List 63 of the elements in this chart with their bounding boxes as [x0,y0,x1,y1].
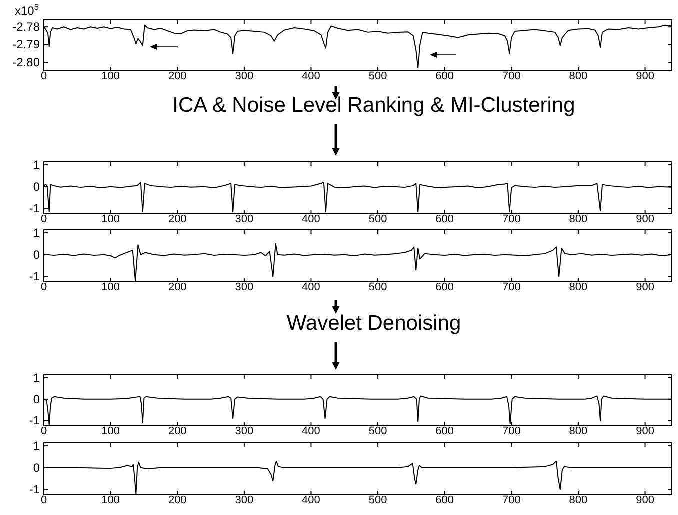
x-tick-label: 400 [302,282,320,294]
x-tick-label: 700 [502,70,521,83]
x-tick-label: 600 [436,214,454,226]
text: x10$^{5}$ [15,2,40,18]
x-tick-label: 100 [102,494,120,507]
x-tick-label: 900 [636,282,654,294]
x-tick-label: 500 [368,426,388,438]
y-tick-label: 0 [33,248,40,262]
x-tick-label: 500 [368,282,388,294]
x-tick-label: 200 [168,426,187,438]
x-tick-label: 200 [168,214,187,226]
x-tick-label: 800 [569,214,588,226]
y-tick-label: 1 [33,438,40,453]
x-tick-label: 100 [102,70,120,83]
y-tick-label: -2.80 [12,55,40,70]
x-tick-label: 500 [368,494,388,507]
x-tick-label: 800 [569,70,588,83]
y-tick-label: 0 [33,460,40,475]
x-tick-label: 900 [636,426,654,438]
x-tick-label: 400 [302,494,320,507]
x-tick-label: 300 [235,214,254,226]
x-tick-label: 300 [235,282,254,294]
y-tick-label: -1 [29,482,40,497]
x-tick-label: 100 [102,214,120,226]
x-tick-label: 600 [436,494,454,507]
x-tick-label: 400 [302,70,320,83]
y-tick-label: -1 [29,414,40,428]
x-tick-label: 500 [368,70,388,83]
x-tick-label: 500 [368,214,388,226]
x-tick-label: 600 [436,70,454,83]
y-tick-label: 0 [33,180,40,194]
x-tick-label: 300 [235,494,254,507]
y-tick-label: -2.79 [12,38,40,52]
y-tick-label: 1 [33,158,40,172]
x-tick-label: 600 [436,282,454,294]
chart-title: ICA & Noise Level Ranking & MI-Clustering [172,94,576,117]
x-tick-label: 900 [636,494,654,507]
y-tick-label: -2.78 [12,20,40,34]
x-tick-label: 400 [302,214,320,226]
y-tick-label: 1 [33,226,40,240]
x-tick-label: 900 [636,70,654,83]
x-tick-label: 800 [569,282,588,294]
x-tick-label: 100 [102,282,120,294]
x-tick-label: 200 [168,282,187,294]
x-tick-label: 400 [302,426,320,438]
y-tick-label: 0 [33,392,40,406]
x-tick-label: 900 [636,214,654,226]
x-tick-label: 700 [502,426,521,438]
x-tick-label: 700 [502,214,521,226]
x-tick-label: 300 [235,70,254,83]
x-tick-label: 300 [235,426,254,438]
x-tick-label: 200 [168,70,187,83]
x-tick-label: 200 [168,494,187,507]
x-tick-label: 700 [502,494,521,507]
y-tick-label: 1 [33,370,40,385]
x-tick-label: 800 [569,494,588,507]
y-tick-label: -1 [29,270,40,284]
x-tick-label: 700 [502,282,521,294]
x-tick-label: 800 [569,426,588,438]
x-tick-label: 100 [102,426,120,438]
x-tick-label: 600 [436,426,454,438]
y-tick-label: -1 [29,202,40,216]
chart-title: Wavelet Denoising [286,312,462,335]
